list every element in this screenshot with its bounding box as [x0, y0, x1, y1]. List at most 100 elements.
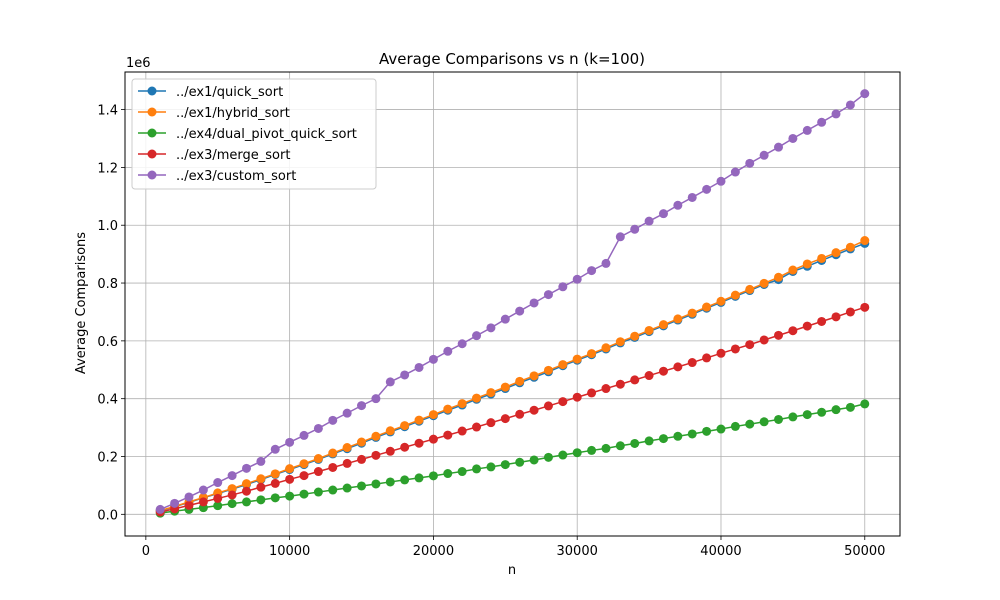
data-point [256, 482, 266, 492]
data-point [213, 478, 223, 488]
data-point [328, 415, 338, 425]
y-tick-label: 1.4 [97, 104, 118, 119]
legend-label: ../ex1/hybrid_sort [176, 106, 290, 121]
data-point [615, 441, 625, 451]
data-point [285, 464, 295, 474]
data-point [745, 340, 755, 350]
data-point [515, 306, 525, 316]
data-point [428, 434, 438, 444]
data-point [184, 500, 194, 510]
data-point [774, 142, 784, 152]
data-point [774, 330, 784, 340]
data-point [615, 337, 625, 347]
data-point [213, 501, 223, 511]
data-point [673, 314, 683, 324]
data-point [486, 323, 496, 333]
data-point [241, 497, 251, 507]
data-point [313, 487, 323, 497]
data-point [802, 259, 812, 269]
data-point [687, 192, 697, 202]
data-point [342, 458, 352, 468]
data-point [299, 489, 309, 499]
data-point [702, 426, 712, 436]
data-point [500, 414, 510, 424]
data-point [515, 376, 525, 386]
series-hybrid-sort [155, 236, 870, 516]
data-point [299, 459, 309, 469]
data-point [615, 232, 625, 242]
x-axis-label: n [508, 563, 516, 578]
data-point [472, 464, 482, 474]
data-point [745, 158, 755, 168]
legend-marker [147, 170, 157, 180]
data-point [673, 200, 683, 210]
data-point [342, 443, 352, 453]
data-point [443, 346, 453, 356]
data-point [472, 331, 482, 341]
data-point [817, 117, 827, 127]
data-point [817, 407, 827, 417]
data-point [658, 209, 668, 219]
data-point [673, 431, 683, 441]
data-point [256, 456, 266, 466]
data-point [529, 298, 539, 308]
legend-item: ../ex3/custom_sort [138, 169, 296, 184]
data-point [716, 424, 726, 434]
data-point [687, 429, 697, 439]
data-point [241, 486, 251, 496]
data-point [716, 296, 726, 306]
data-point [170, 498, 180, 508]
y-tick-label: 0.0 [97, 508, 118, 523]
data-point [241, 463, 251, 473]
data-point [572, 354, 582, 364]
data-point [759, 150, 769, 160]
data-point [457, 426, 467, 436]
data-point [256, 474, 266, 484]
data-point [457, 399, 467, 409]
data-point [443, 430, 453, 440]
data-point [759, 335, 769, 345]
data-point [630, 224, 640, 234]
data-point [543, 290, 553, 300]
data-point [558, 360, 568, 370]
data-point [630, 331, 640, 341]
data-point [687, 308, 697, 318]
data-point [285, 437, 295, 447]
data-point [313, 423, 323, 433]
data-point [328, 448, 338, 458]
data-point [428, 410, 438, 420]
data-point [543, 401, 553, 411]
data-point [788, 133, 798, 143]
data-point [658, 320, 668, 330]
data-point [385, 446, 395, 456]
data-point [572, 274, 582, 284]
data-point [371, 479, 381, 489]
data-point [500, 460, 510, 470]
data-point [400, 370, 410, 380]
data-point [572, 448, 582, 458]
data-point [601, 384, 611, 394]
data-point [515, 457, 525, 467]
y-tick-label: 0.6 [97, 335, 118, 350]
y-axis-offset-label: 1e6 [126, 56, 151, 71]
plot-frame [124, 71, 901, 537]
data-point [285, 474, 295, 484]
data-point [716, 176, 726, 186]
data-point [558, 397, 568, 407]
data-point [543, 365, 553, 375]
axis-ticks: 0 10000 20000 30000 40000 50000 0.0 0.2 0.4 0.6 0.… [97, 104, 885, 559]
legend-label: ../ex4/dual_pivot_quick_sort [176, 127, 357, 142]
data-point [486, 388, 496, 398]
data-point [716, 348, 726, 358]
data-point [400, 442, 410, 452]
data-point [644, 216, 654, 226]
data-point [414, 438, 424, 448]
data-point [299, 430, 309, 440]
series-custom-sort [155, 89, 870, 514]
data-point [400, 421, 410, 431]
legend-item: ../ex1/quick_sort [138, 85, 283, 100]
data-point [831, 405, 841, 415]
data-point [414, 473, 424, 483]
data-point [270, 493, 280, 503]
